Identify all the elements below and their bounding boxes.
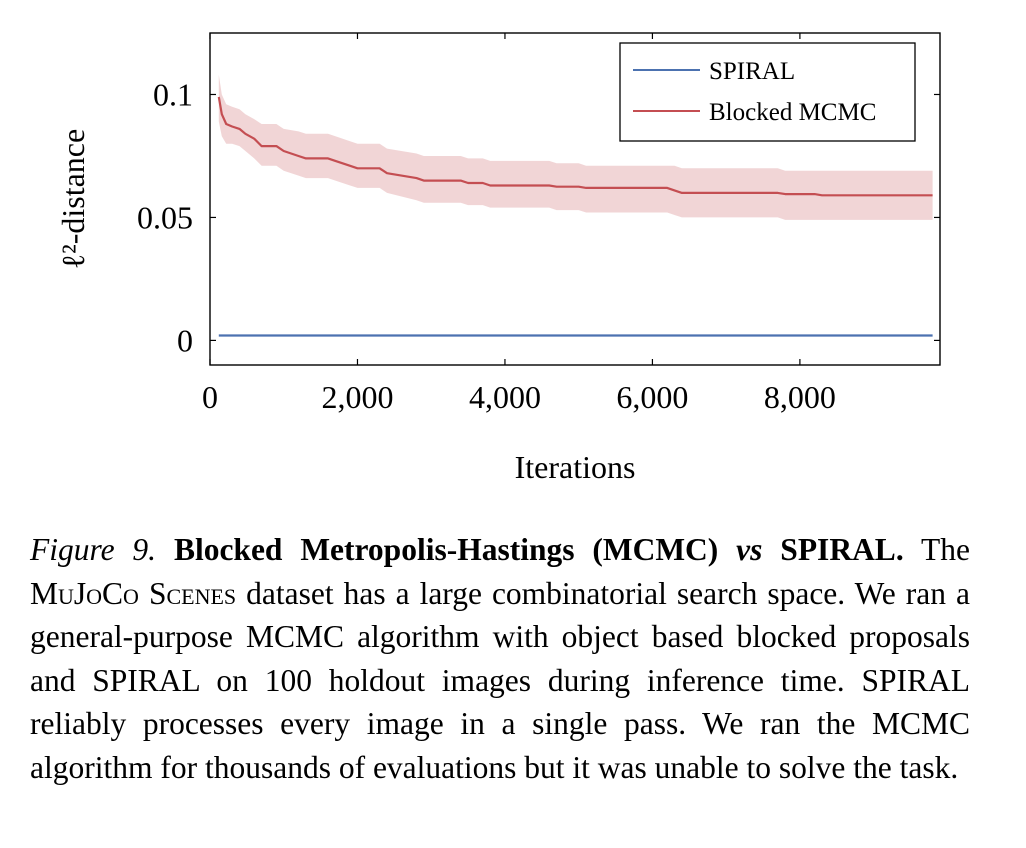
x-tick-label: 0 — [202, 379, 218, 415]
axis-ticks: 0 2,000 4,000 6,000 8,000 0 0.05 0.1 — [137, 33, 940, 415]
figure-label: Figure 9. — [30, 532, 157, 567]
caption-title-part1: Blocked Metropolis-Hastings (MCMC) — [173, 532, 719, 567]
caption-title-vs: vs — [736, 532, 763, 567]
x-axis-label: Iterations — [515, 449, 636, 485]
y-tick-label: 0 — [177, 322, 193, 358]
legend-label: Blocked MCMC — [709, 99, 876, 126]
y-axis-label: ℓ²-distance — [55, 129, 91, 269]
caption-title-part2: SPIRAL. — [780, 532, 904, 567]
legend: SPIRAL Blocked MCMC — [619, 42, 916, 142]
x-tick-label: 6,000 — [616, 379, 688, 415]
plot-frame — [209, 32, 941, 366]
legend-label: SPIRAL — [709, 58, 795, 85]
confidence-band-2 — [218, 74, 933, 220]
x-tick-label: 8,000 — [764, 379, 836, 415]
legend-box — [619, 42, 916, 142]
x-tick-label: 4,000 — [469, 379, 541, 415]
caption-text-2: dataset has a large combinatorial search… — [30, 575, 970, 785]
caption-text-1: The — [921, 532, 970, 567]
x-tick-label: 2,000 — [321, 379, 393, 415]
caption-dataset: MuJoCo Scenes — [30, 575, 237, 611]
chart: 0 2,000 4,000 6,000 8,000 0 0.05 0.1 Iterations… — [55, 32, 941, 485]
y-tick-label: 0.1 — [153, 76, 193, 112]
plot-area — [217, 74, 933, 337]
y-tick-label: 0.05 — [137, 199, 193, 235]
series-line-2 — [217, 96, 933, 197]
figure-caption: Figure 9. Blocked Metropolis-Hastings (M… — [30, 528, 970, 789]
